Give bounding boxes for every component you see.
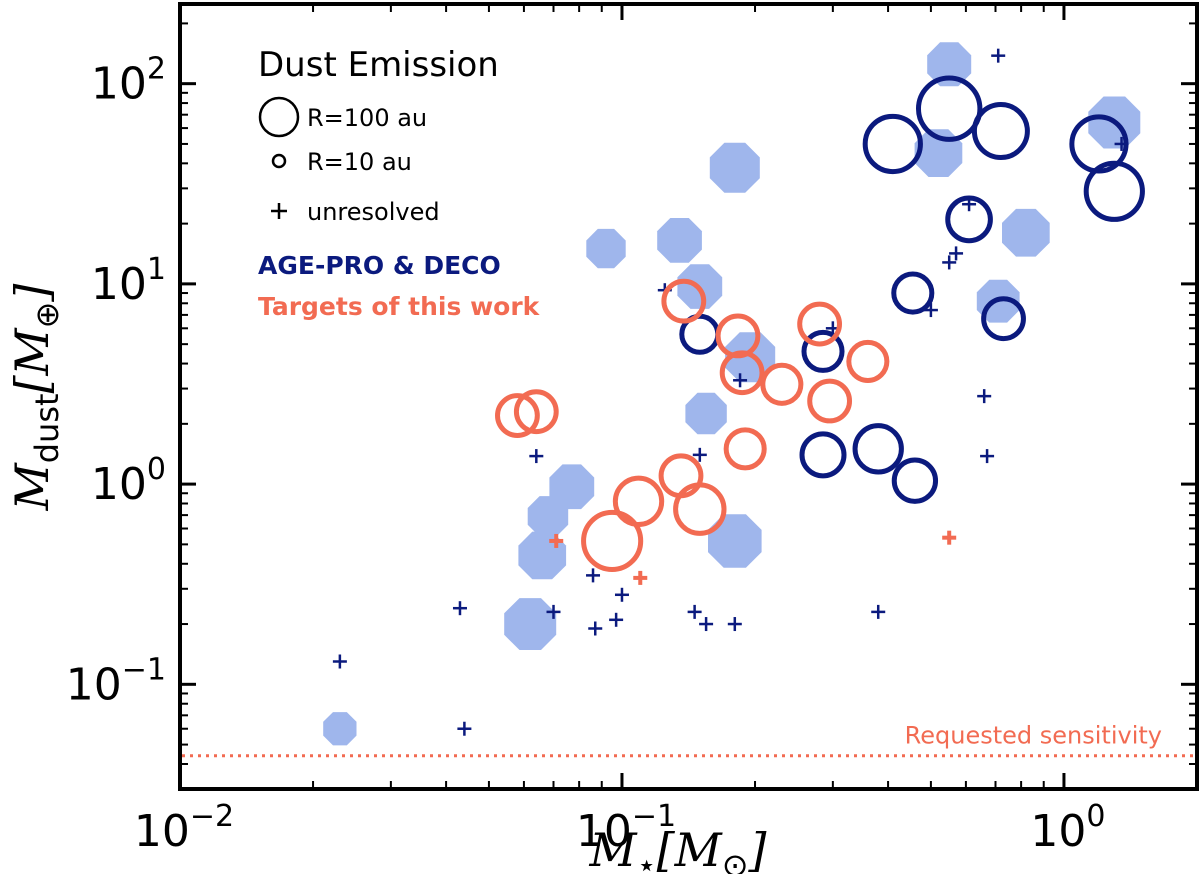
this-work-unresolved-2 <box>942 530 957 545</box>
agepro-point-6 <box>891 457 939 504</box>
axis-ticks: 10−2 10−1 100 10−1 100 101 102 <box>66 4 1197 857</box>
y-tick-label-2: 101 <box>91 252 166 310</box>
agepro-unresolved-1 <box>452 601 467 616</box>
agepro-point-12 <box>1083 160 1145 222</box>
literature-point-2 <box>518 531 567 580</box>
agepro-unresolved-19 <box>949 246 964 261</box>
agepro-unresolved-16 <box>871 604 886 619</box>
legend-title: Dust Emission <box>258 45 499 85</box>
y-axis-title: Mdust[M⊕] <box>5 284 66 512</box>
agepro-point-2 <box>799 431 847 479</box>
agepro-unresolved-17 <box>923 303 938 318</box>
this-work-unresolved-1 <box>633 570 648 585</box>
literature-point-9 <box>708 514 762 568</box>
x-tick-label-0: 10−2 <box>134 799 234 857</box>
this-work-point-12 <box>807 378 853 424</box>
agepro-unresolved-0 <box>332 654 347 669</box>
agepro-point-1 <box>801 329 845 373</box>
agepro-unresolved-10 <box>687 604 702 619</box>
agepro-unresolved-8 <box>614 587 629 602</box>
legend-label-this-work: Targets of this work <box>258 292 541 321</box>
this-work-point-11 <box>797 301 843 347</box>
agepro-point-3 <box>852 423 904 475</box>
x-tick-label-2: 100 <box>1030 799 1105 857</box>
legend: Dust Emission R=100 au R=10 au unresolve… <box>258 45 541 321</box>
literature-point-3 <box>527 496 569 537</box>
agepro-unresolved-12 <box>699 617 714 632</box>
legend-marker-plus <box>271 203 287 219</box>
this-work-point-1 <box>513 389 559 435</box>
agepro-point-10 <box>981 296 1026 342</box>
agepro-unresolved-11 <box>692 447 707 462</box>
literature-point-10 <box>709 142 760 193</box>
y-tick-label-1: 100 <box>91 452 166 510</box>
agepro-point-4 <box>862 113 923 175</box>
this-work-unresolved-0 <box>549 533 564 548</box>
legend-label-unresolved: unresolved <box>307 198 440 226</box>
this-work-point-8 <box>719 350 765 396</box>
agepro-unresolved-14 <box>733 373 748 388</box>
agepro-unresolved-5 <box>586 568 601 583</box>
this-work-point-0 <box>495 393 540 438</box>
this-work-point-13 <box>846 339 890 383</box>
this-work-point-6 <box>673 482 727 536</box>
agepro-unresolved-20 <box>962 197 977 212</box>
agepro-unresolved-24 <box>1114 136 1129 151</box>
agepro-unresolved-23 <box>991 48 1006 63</box>
agepro-unresolved-4 <box>546 604 561 619</box>
y-tick-label-3: 102 <box>91 52 166 110</box>
plot-frame <box>178 2 1199 791</box>
agepro-point-9 <box>971 102 1030 161</box>
legend-label-agepro: AGE-PRO & DECO <box>258 251 501 280</box>
y-tick-label-0: 10−1 <box>66 652 166 710</box>
literature-point-4 <box>549 464 595 510</box>
agepro-unresolved-3 <box>529 449 544 464</box>
legend-label-100au: R=100 au <box>307 104 427 132</box>
legend-marker-small-circle <box>271 153 287 169</box>
this-work-point-4 <box>658 453 704 499</box>
agepro-unresolved-2 <box>457 721 472 736</box>
literature-point-6 <box>657 218 702 263</box>
this-work-point-2 <box>581 509 644 573</box>
this-work-point-10 <box>760 362 804 406</box>
agepro-unresolved-22 <box>980 449 995 464</box>
agepro-unresolved-13 <box>727 617 742 632</box>
literature-point-0 <box>323 712 357 746</box>
literature-point-8 <box>685 392 727 435</box>
literature-point-15 <box>1002 208 1050 257</box>
this-work-point-9 <box>723 427 767 471</box>
legend-marker-large-circle <box>258 96 300 138</box>
agepro-point-5 <box>891 271 935 315</box>
literature-point-5 <box>586 228 626 269</box>
agepro-unresolved-7 <box>609 612 624 627</box>
literature-point-13 <box>927 42 972 87</box>
this-work-point-5 <box>661 278 707 324</box>
x-axis-title: M⋆[M⊙] <box>589 823 767 874</box>
legend-label-10au: R=10 au <box>307 148 412 176</box>
agepro-point-7 <box>915 75 983 142</box>
agepro-unresolved-18 <box>942 255 957 270</box>
sensitivity-label: Requested sensitivity <box>905 722 1162 750</box>
agepro-unresolved-21 <box>977 389 992 404</box>
agepro-unresolved-6 <box>588 621 603 636</box>
literature-point-1 <box>504 598 557 650</box>
this-work-point-3 <box>612 475 665 528</box>
markers-layer <box>323 42 1145 746</box>
x-tick-label-1: 10−1 <box>576 799 676 857</box>
